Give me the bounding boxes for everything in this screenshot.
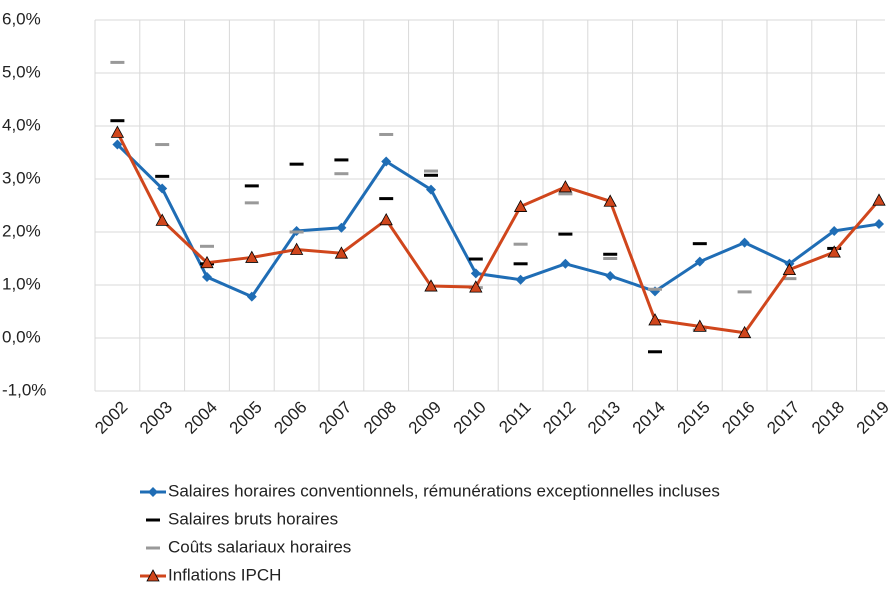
x-tick-label: 2004 [181, 398, 221, 438]
x-tick-label: 2008 [360, 398, 400, 438]
triangle-marker [200, 255, 214, 269]
x-tick-label: 2009 [405, 398, 445, 438]
y-tick-label: 0,0% [2, 327, 41, 346]
x-tick-label: 2016 [718, 398, 758, 438]
y-tick-label: 5,0% [2, 62, 41, 81]
triangle-marker [872, 193, 886, 206]
triangle-marker [334, 246, 349, 259]
triangle-marker [827, 245, 841, 258]
triangle-marker [245, 250, 259, 263]
x-tick-label: 2017 [763, 398, 803, 438]
triangle-marker [558, 180, 573, 193]
triangle-marker [693, 319, 707, 332]
x-tick-label: 2003 [136, 398, 176, 438]
triangle-marker [648, 313, 662, 326]
y-tick-label: 2,0% [2, 221, 41, 240]
triangle-marker [603, 194, 617, 207]
diamond-marker [694, 256, 705, 267]
y-tick-label: 3,0% [2, 168, 41, 187]
triangle-marker [513, 199, 528, 212]
x-tick-label: 2005 [226, 398, 266, 438]
y-tick-label: -1,0% [2, 380, 46, 399]
x-tick-label: 2012 [539, 398, 579, 438]
x-tick-label: 2015 [674, 398, 714, 438]
diamond-marker [157, 183, 168, 194]
diamond-marker [515, 274, 526, 285]
legend-label: Coûts salariaux horaires [168, 537, 351, 556]
diamond-marker [202, 272, 212, 283]
triangle-marker [379, 212, 393, 226]
triangle-marker [110, 125, 125, 138]
diamond-marker [829, 225, 840, 236]
triangle-marker [289, 242, 304, 255]
x-tick-label: 2013 [584, 398, 624, 438]
legend-label: Salaires bruts horaires [168, 509, 338, 528]
x-tick-label: 2018 [808, 398, 848, 438]
diamond-marker [874, 219, 884, 230]
y-tick-label: 4,0% [2, 115, 41, 134]
legend-label: Inflations IPCH [168, 565, 281, 584]
x-tick-label: 2011 [495, 398, 534, 437]
diamond-marker [246, 291, 257, 302]
diamond-marker [560, 258, 571, 269]
diamond-marker [739, 237, 750, 248]
legend-marker [148, 487, 158, 497]
triangle-marker [424, 279, 438, 292]
diamond-marker [470, 268, 481, 279]
y-tick-label: 1,0% [2, 274, 41, 293]
triangle-marker [782, 262, 797, 276]
x-tick-label: 2019 [853, 398, 890, 438]
triangle-marker [737, 325, 752, 339]
diamond-marker [426, 184, 436, 195]
diamond-marker [112, 139, 123, 150]
x-tick-label: 2002 [91, 398, 131, 438]
diamond-marker [336, 222, 347, 233]
series-line [116, 143, 880, 299]
x-tick-label: 2010 [450, 398, 490, 438]
x-tick-label: 2006 [270, 398, 310, 438]
diamond-marker [605, 270, 616, 281]
x-tick-label: 2007 [315, 398, 355, 438]
triangle-marker [155, 213, 169, 226]
legend-marker [146, 569, 160, 582]
triangle-marker [469, 280, 483, 293]
y-tick-label: 6,0% [2, 9, 41, 28]
diamond-marker [381, 156, 392, 167]
series-line [116, 131, 881, 335]
x-tick-label: 2014 [629, 398, 669, 438]
legend-label: Salaires horaires conventionnels, rémuné… [168, 481, 720, 500]
